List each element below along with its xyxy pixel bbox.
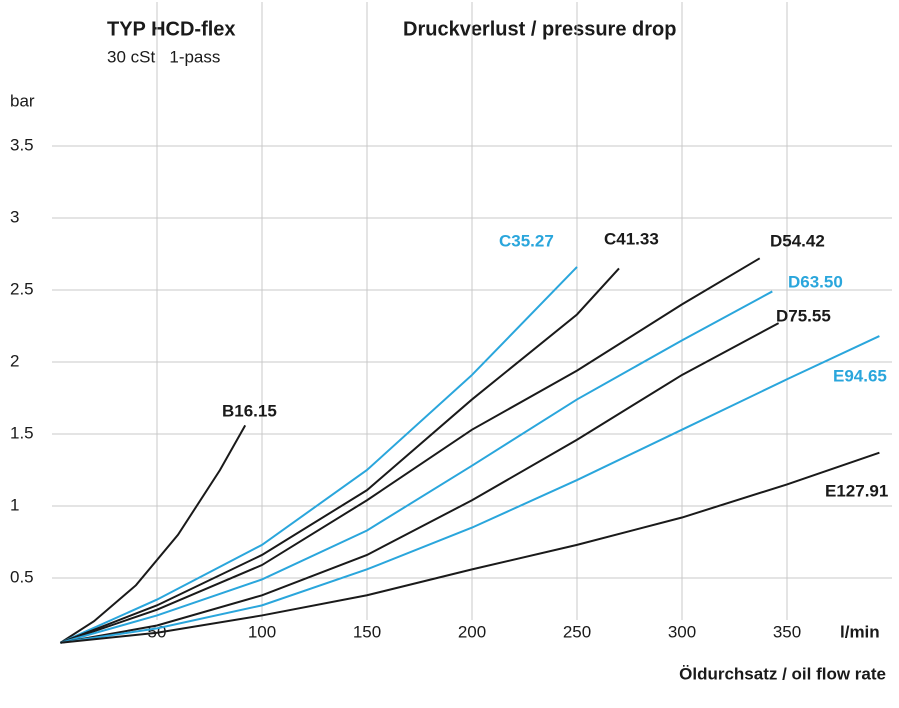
series-label: B16.15 (222, 401, 277, 420)
x-tick-label: 150 (353, 622, 381, 641)
series-label: D54.42 (770, 231, 825, 250)
line-series (59, 424, 247, 644)
x-tick-label: 100 (248, 622, 276, 641)
line-series (60, 290, 773, 644)
x-unit: l/min (840, 622, 880, 641)
series-label: D75.55 (776, 306, 831, 325)
y-tick-label: 1.5 (10, 423, 34, 442)
series-label: D63.50 (788, 272, 843, 291)
line-series (60, 451, 880, 644)
line-series (60, 267, 620, 644)
series-label: C35.27 (499, 231, 554, 250)
y-tick-label: 1 (10, 495, 19, 514)
x-tick-label: 250 (563, 622, 591, 641)
y-tick-label: 2.5 (10, 279, 34, 298)
x-tick-label: 200 (458, 622, 486, 641)
chart-subtitle: 30 cSt 1-pass (107, 47, 220, 66)
y-tick-label: 0.5 (10, 567, 34, 586)
y-tick-label: 2 (10, 351, 19, 370)
y-unit: bar (10, 91, 35, 110)
y-tick-label: 3 (10, 207, 19, 226)
series-label: E127.91 (825, 481, 888, 500)
x-tick-label: 350 (773, 622, 801, 641)
line-series (60, 335, 880, 644)
line-series (59, 266, 578, 644)
x-tick-label: 300 (668, 622, 696, 641)
line-series (60, 322, 780, 644)
series-label: C41.33 (604, 229, 659, 248)
series-label: E94.65 (833, 366, 887, 385)
chart-title-right: Druckverlust / pressure drop (403, 18, 676, 40)
chart-title: TYP HCD-flex (107, 18, 236, 40)
x-axis-label: Öldurchsatz / oil flow rate (679, 664, 886, 683)
line-series (60, 257, 761, 644)
y-tick-label: 3.5 (10, 135, 34, 154)
